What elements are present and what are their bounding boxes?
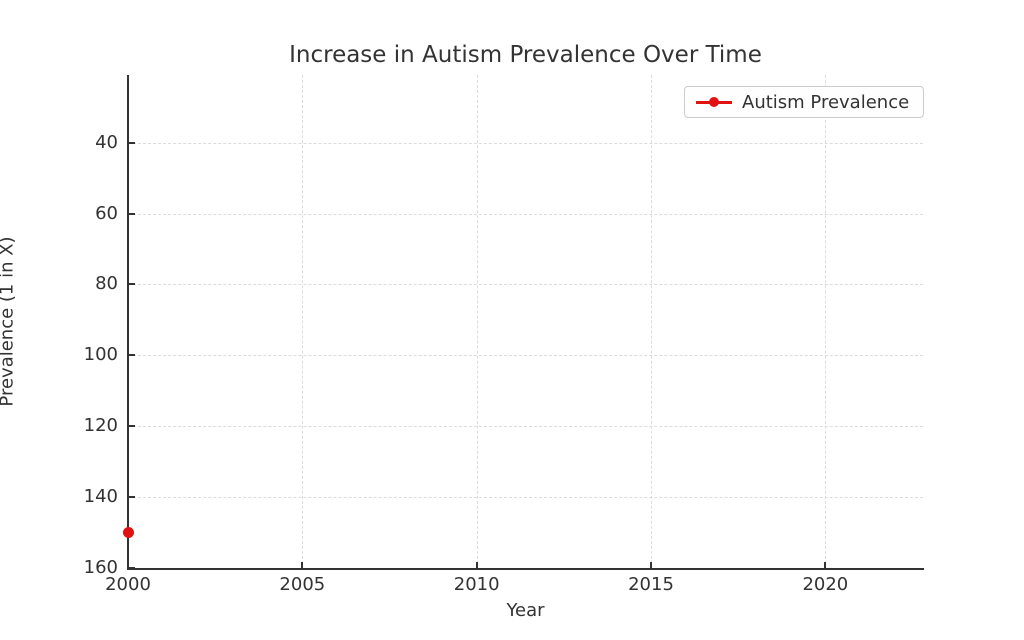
x-gridline (651, 75, 653, 569)
y-gridline (128, 426, 923, 428)
y-gridline (128, 142, 923, 144)
plot-area (127, 75, 924, 570)
x-tick-mark (127, 562, 129, 569)
x-tick-label: 2005 (279, 574, 326, 595)
x-tick-mark (301, 562, 304, 569)
y-tick-mark (128, 283, 135, 286)
legend-line-marker-icon (696, 97, 732, 107)
y-tick-label: 100 (83, 344, 118, 366)
x-tick-label: 2010 (453, 574, 500, 595)
x-tick-label: 2015 (628, 574, 674, 595)
y-tick-mark (128, 141, 135, 144)
y-tick-label: 40 (95, 131, 118, 153)
y-tick-label: 120 (83, 415, 118, 437)
x-tick-mark (650, 562, 653, 569)
y-tick-label: 140 (83, 485, 118, 507)
x-tick-mark (475, 562, 478, 569)
y-gridline (128, 355, 923, 357)
x-axis-label: Year (506, 600, 545, 621)
y-tick-mark (128, 354, 135, 357)
y-gridline (128, 284, 923, 286)
legend-dot-sample (709, 97, 719, 107)
x-tick-label: 2020 (802, 574, 849, 595)
y-tick-label: 80 (95, 273, 118, 295)
x-gridline (825, 75, 827, 569)
y-tick-mark (128, 495, 135, 498)
x-gridline (302, 75, 304, 569)
x-gridline (476, 75, 478, 569)
y-tick-label: 60 (95, 202, 118, 224)
y-gridline (128, 213, 923, 215)
legend: Autism Prevalence (684, 86, 925, 118)
y-axis-label: Prevalence (1 in X) (0, 236, 18, 407)
y-tick-mark (128, 425, 135, 428)
legend-entry-label: Autism Prevalence (742, 91, 910, 113)
x-tick-mark (824, 562, 827, 569)
data-point (122, 526, 134, 538)
y-tick-label: 160 (83, 556, 118, 578)
x-tick-label: 2000 (105, 574, 151, 595)
y-tick-mark (128, 566, 135, 569)
y-tick-mark (128, 212, 135, 215)
chart-title: Increase in Autism Prevalence Over Time (289, 42, 762, 68)
y-gridline (128, 496, 923, 498)
